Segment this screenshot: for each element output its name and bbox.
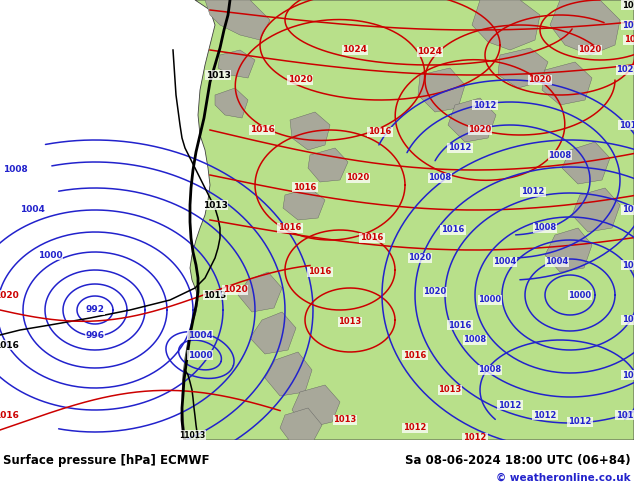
Text: 1000: 1000 [188,350,212,360]
Polygon shape [292,385,340,428]
Polygon shape [290,112,330,150]
Text: 1013: 1013 [205,71,230,79]
Text: 996: 996 [86,332,105,341]
Text: 1016: 1016 [360,234,384,243]
Text: 1012: 1012 [474,100,496,109]
Text: 1004: 1004 [545,258,569,267]
Text: 1016: 1016 [403,350,427,360]
Text: 1016: 1016 [616,411,634,419]
Polygon shape [280,408,322,440]
Text: 10: 10 [622,205,634,215]
Polygon shape [205,0,270,40]
Text: © weatheronline.co.uk: © weatheronline.co.uk [496,472,631,483]
Polygon shape [265,352,312,396]
Text: 1012: 1012 [463,434,487,442]
Text: 1012: 1012 [498,400,522,410]
Text: 1012: 1012 [448,144,472,152]
Text: 1013: 1013 [438,386,462,394]
Text: 1013: 1013 [204,291,226,299]
Text: 101: 101 [619,121,634,129]
Text: 1012: 1012 [533,411,557,419]
Text: 1004: 1004 [188,330,212,340]
Text: 1016: 1016 [0,411,18,419]
Text: 1020: 1020 [469,125,491,134]
Polygon shape [498,48,548,88]
Polygon shape [418,68,465,112]
Text: 1008: 1008 [533,223,557,232]
Text: 10: 10 [622,0,634,9]
Text: 11013: 11013 [179,431,205,440]
Text: 10: 10 [624,35,634,45]
Polygon shape [218,50,255,78]
Text: 1024: 1024 [342,46,368,54]
Text: 1020: 1020 [223,286,247,294]
Text: 1020: 1020 [616,66,634,74]
Text: 1016: 1016 [441,225,465,235]
Polygon shape [182,0,634,440]
Text: 1020: 1020 [0,291,18,299]
Text: 992: 992 [86,305,105,315]
Text: 1024: 1024 [418,48,443,56]
Text: 1013: 1013 [202,200,228,210]
Text: 1000: 1000 [37,250,62,260]
Text: 1008: 1008 [548,150,572,160]
Polygon shape [562,142,610,184]
Text: 1008: 1008 [429,173,451,182]
Polygon shape [542,62,592,105]
Polygon shape [215,88,248,118]
Text: 1020: 1020 [408,253,432,263]
Text: 1020: 1020 [288,75,313,84]
Text: 1016: 1016 [0,341,18,349]
Text: 1000: 1000 [569,291,592,299]
Text: 1016: 1016 [308,268,332,276]
Text: 1016: 1016 [294,182,317,192]
Text: 1020: 1020 [424,288,446,296]
Text: 1016: 1016 [448,320,472,329]
Text: 10: 10 [622,370,634,379]
Text: 1016: 1016 [368,127,392,137]
Polygon shape [283,188,325,220]
Text: 1004: 1004 [20,205,44,215]
Polygon shape [250,312,296,354]
Text: 10: 10 [622,316,634,324]
Text: 1012: 1012 [521,188,545,196]
Text: 1016: 1016 [250,125,275,134]
Text: 1004: 1004 [493,258,517,267]
Polygon shape [550,0,620,55]
Text: 1012: 1012 [568,417,592,426]
Polygon shape [448,98,496,142]
Text: 1012: 1012 [403,423,427,433]
Text: 1020: 1020 [578,46,602,54]
Polygon shape [472,0,540,50]
Text: 1013: 1013 [333,416,356,424]
Text: 10: 10 [622,21,634,29]
Text: 1008: 1008 [463,336,486,344]
Text: 1020: 1020 [346,173,370,182]
Text: 1020: 1020 [528,75,552,84]
Text: 1008: 1008 [479,366,501,374]
Text: 10: 10 [622,261,634,270]
Polygon shape [238,272,282,312]
Text: Sa 08-06-2024 18:00 UTC (06+84): Sa 08-06-2024 18:00 UTC (06+84) [405,454,631,467]
Polygon shape [545,228,592,272]
Text: 1008: 1008 [3,166,27,174]
Text: 1000: 1000 [479,295,501,304]
Text: 1016: 1016 [278,223,302,232]
Polygon shape [308,148,348,182]
Text: 1013: 1013 [339,318,361,326]
Text: Surface pressure [hPa] ECMWF: Surface pressure [hPa] ECMWF [3,454,210,467]
Polygon shape [572,188,620,232]
